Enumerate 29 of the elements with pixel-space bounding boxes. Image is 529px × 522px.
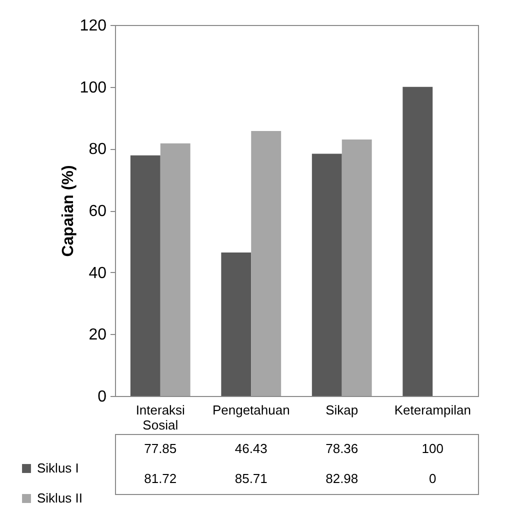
data-label: 100 [422, 441, 444, 456]
bar [130, 155, 160, 396]
legend-label: Siklus I [37, 460, 79, 476]
y-tick-label: 100 [80, 79, 107, 96]
data-label: 0 [429, 471, 436, 486]
data-label: 82.98 [326, 471, 358, 486]
x-tick-label: Sikap [326, 402, 358, 418]
bar [251, 131, 282, 396]
bar [221, 252, 252, 396]
data-label: 81.72 [144, 471, 177, 486]
y-tick-label: 0 [98, 388, 107, 406]
x-tick-label: Pengetahuan [212, 402, 290, 418]
y-axis-title: Capaian (%) [60, 165, 77, 257]
data-label: 78.36 [326, 441, 358, 456]
bar [342, 139, 372, 396]
y-tick-label: 60 [88, 203, 107, 220]
bar [402, 86, 433, 396]
y-tick-label: 40 [88, 264, 107, 282]
y-tick-label: 20 [88, 326, 107, 344]
y-tick-label: 80 [88, 141, 107, 158]
data-label: 46.43 [234, 441, 268, 456]
bar [312, 154, 342, 396]
bar [160, 143, 190, 396]
legend-label: Siklus II [37, 490, 83, 506]
data-label: 77.85 [144, 441, 177, 456]
data-label: 85.71 [234, 471, 268, 486]
y-tick-label: 120 [80, 18, 107, 34]
x-tick-label: Keterampilan [394, 402, 471, 418]
x-tick-label: Interaksi Sosial [136, 402, 186, 432]
